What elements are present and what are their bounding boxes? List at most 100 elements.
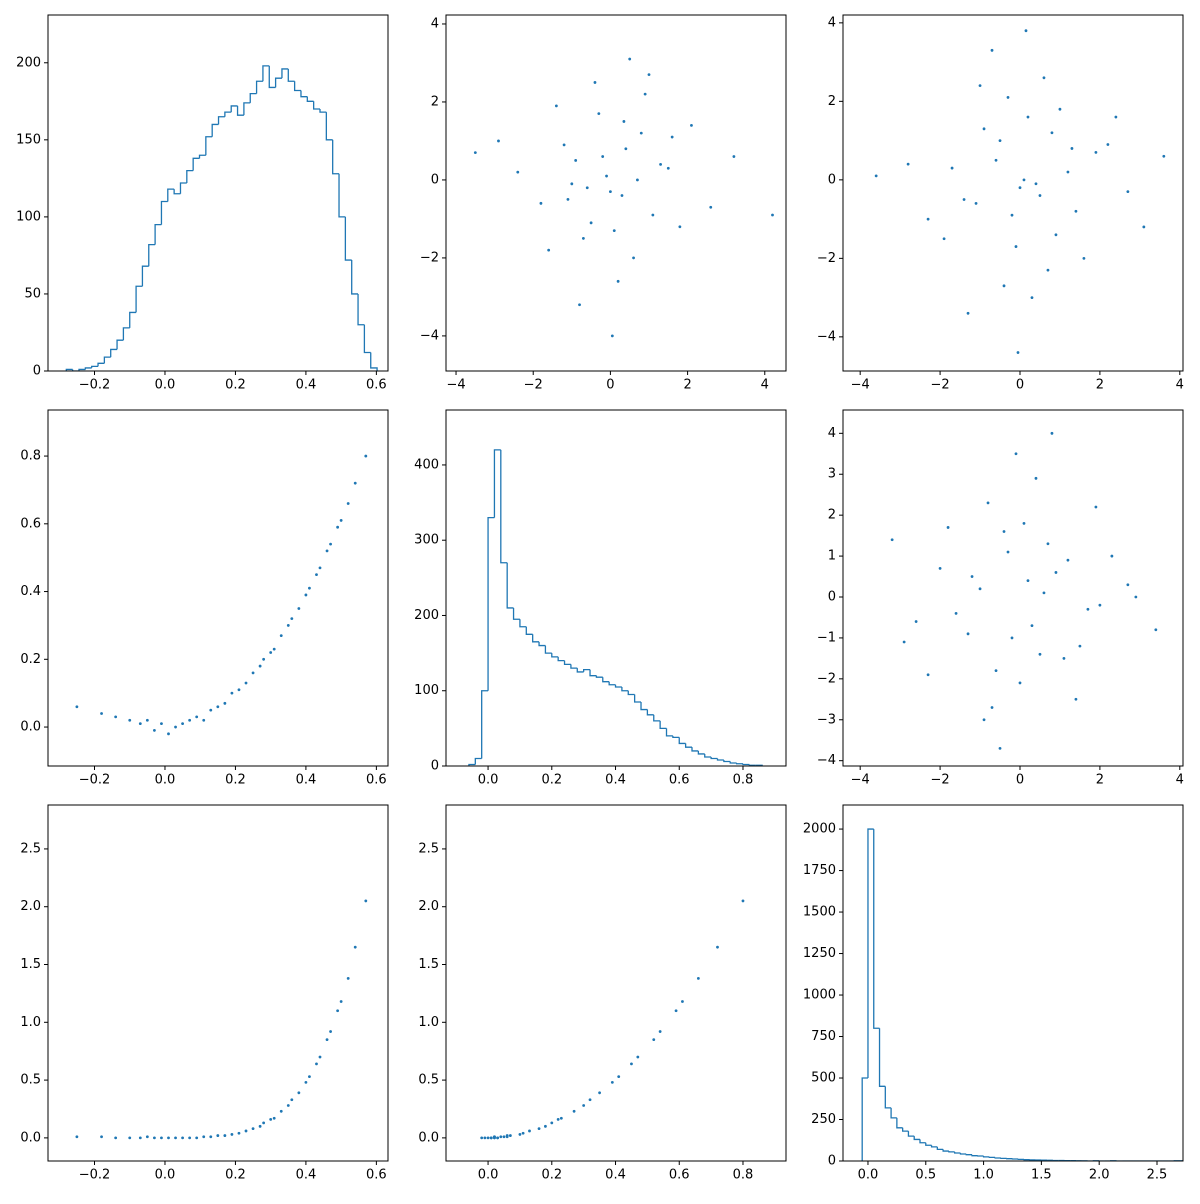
hist-step xyxy=(263,66,269,81)
hist-step xyxy=(482,691,488,759)
point xyxy=(971,575,974,578)
point xyxy=(999,747,1002,750)
hist-step xyxy=(584,670,590,672)
point xyxy=(1023,178,1026,181)
hist-step xyxy=(937,1147,943,1149)
x-tick-label: 4 xyxy=(761,378,769,393)
y-tick-label: 750 xyxy=(811,1029,836,1044)
point xyxy=(582,1104,585,1107)
point xyxy=(1083,257,1086,260)
point xyxy=(216,705,219,708)
x-tick-label: −4 xyxy=(851,773,870,788)
y-tick-label: 1.0 xyxy=(418,1015,439,1030)
x-tick-label: 2.5 xyxy=(1147,1168,1168,1183)
point xyxy=(709,206,712,209)
point xyxy=(1015,245,1018,248)
point xyxy=(245,682,248,685)
hist-step xyxy=(123,328,129,340)
point xyxy=(493,1135,496,1138)
point xyxy=(991,49,994,52)
point xyxy=(181,722,184,725)
point xyxy=(1154,628,1157,631)
point xyxy=(573,1110,576,1113)
hist-step xyxy=(686,743,692,747)
hist-step xyxy=(269,66,275,88)
point xyxy=(640,132,643,135)
y-tick-label: 1.0 xyxy=(20,1015,41,1030)
point xyxy=(347,502,350,505)
point xyxy=(195,1136,198,1139)
point xyxy=(364,455,367,458)
hist-step xyxy=(92,366,98,368)
hist-step xyxy=(628,691,634,695)
plot-area xyxy=(862,829,1186,1161)
point xyxy=(1027,579,1030,582)
point xyxy=(1007,96,1010,99)
point xyxy=(139,1136,142,1139)
x-tick-label: 0.8 xyxy=(733,1168,754,1183)
y-tick-label: 2 xyxy=(431,94,439,109)
point xyxy=(611,1081,614,1084)
x-tick-label: 2 xyxy=(683,378,691,393)
hist-step xyxy=(288,69,294,81)
hist-step xyxy=(891,1108,897,1118)
point xyxy=(1035,477,1038,480)
hist-step xyxy=(168,189,174,201)
point xyxy=(167,732,170,735)
point xyxy=(1095,151,1098,154)
hist-step xyxy=(501,450,507,563)
point xyxy=(1075,210,1078,213)
y-tick-label: 0.0 xyxy=(20,720,41,735)
y-tick-label: 0.2 xyxy=(20,652,41,667)
point xyxy=(991,706,994,709)
x-tick-label: 4 xyxy=(1176,773,1184,788)
point xyxy=(1019,682,1022,685)
hist-step xyxy=(705,754,711,757)
hist-step xyxy=(972,1155,978,1156)
point xyxy=(181,1136,184,1139)
point xyxy=(1043,592,1046,595)
point xyxy=(1039,194,1042,197)
point xyxy=(983,127,986,130)
point xyxy=(632,257,635,260)
x-tick-label: 1.5 xyxy=(1031,1168,1052,1183)
point xyxy=(605,175,608,178)
point xyxy=(563,143,566,146)
point xyxy=(659,1030,662,1033)
point xyxy=(903,641,906,644)
point xyxy=(497,140,500,143)
point xyxy=(609,190,612,193)
point xyxy=(1071,147,1074,150)
hist-step xyxy=(333,140,339,174)
point xyxy=(1079,645,1082,648)
point xyxy=(128,1136,131,1139)
y-tick-label: 4 xyxy=(431,16,439,31)
y-tick-label: 100 xyxy=(414,683,439,698)
hist-step xyxy=(149,245,155,267)
hist-step xyxy=(880,1028,886,1086)
y-tick-label: 300 xyxy=(414,533,439,548)
y-tick-label: −2 xyxy=(817,671,836,686)
hist-step xyxy=(295,81,301,90)
point xyxy=(1011,637,1014,640)
hist-step xyxy=(136,286,142,312)
hist-step xyxy=(577,668,583,672)
x-tick-label: 0.0 xyxy=(155,378,176,393)
point xyxy=(1043,76,1046,79)
point xyxy=(238,1132,241,1135)
hist-step xyxy=(667,728,673,736)
point xyxy=(963,198,966,201)
point xyxy=(1075,698,1078,701)
point xyxy=(308,1075,311,1078)
x-tick-label: −2 xyxy=(524,378,543,393)
hist-step xyxy=(520,619,526,627)
hist-step xyxy=(737,763,743,764)
hist-step xyxy=(358,294,364,325)
point xyxy=(578,303,581,306)
point xyxy=(1003,284,1006,287)
x-tick-label: −4 xyxy=(851,378,870,393)
point xyxy=(1087,608,1090,611)
hist-step xyxy=(494,450,500,518)
y-tick-label: 1500 xyxy=(803,905,836,920)
